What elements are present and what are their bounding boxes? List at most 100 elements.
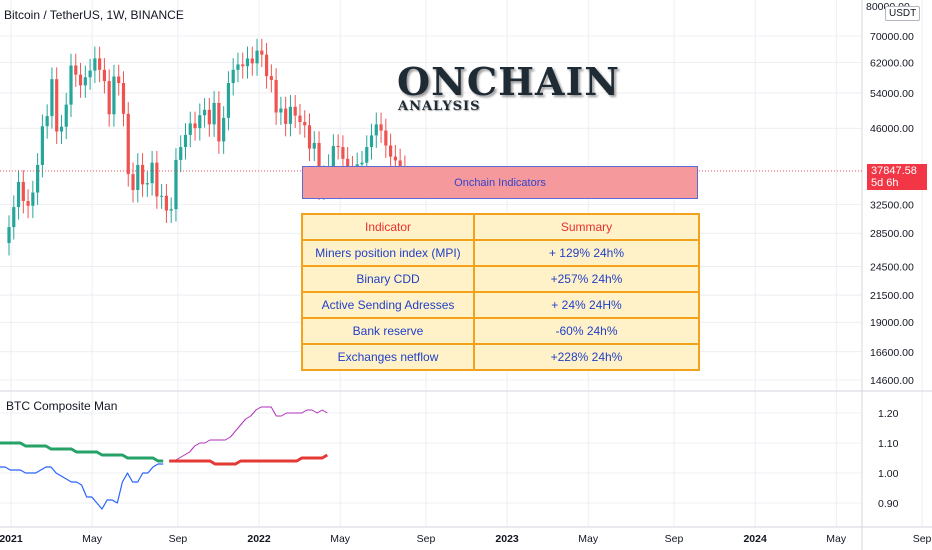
row-summary: +228% 24h% [473, 343, 700, 371]
candle-body [98, 58, 102, 70]
time-tick-label: 2024 [743, 533, 767, 545]
candle-body [93, 58, 97, 71]
candle-body [288, 106, 293, 124]
price-tick-label: 14600.00 [870, 375, 914, 387]
candle-body [284, 108, 288, 124]
time-tick-label: 2023 [495, 533, 519, 545]
candle-body [36, 164, 40, 193]
candle-body [55, 79, 59, 132]
candle-body [217, 102, 221, 142]
table-header-row: Indicator Summary [301, 213, 700, 241]
time-tick-label: May [578, 533, 599, 545]
candle-body [269, 76, 273, 80]
time-tick-label: Sep [169, 533, 188, 545]
row-summary: +257% 24h% [473, 265, 700, 293]
candle-body [50, 79, 54, 117]
candle-body [198, 115, 202, 129]
analysis-subtitle: ANALYSIS [398, 99, 481, 114]
time-tick-label: 2021 [0, 533, 23, 545]
candle-body [117, 76, 121, 84]
candle-body [202, 109, 207, 116]
candle-body [298, 115, 302, 123]
composite-line-red [169, 453, 329, 466]
time-tick-label: Sep [417, 533, 436, 545]
table-row: Miners position index (MPI) + 129% 24h% [301, 239, 700, 267]
candle-body [236, 64, 240, 70]
candle-body [222, 117, 226, 142]
candle-body [174, 159, 178, 210]
candle-body [264, 54, 269, 77]
candle-body [365, 147, 369, 163]
indicator-table: Indicator Summary Miners position index … [301, 213, 700, 371]
candle-body [374, 124, 378, 136]
symbol-title: Bitcoin / TetherUS, 1W, BINANCE [4, 8, 184, 22]
candle-body [346, 158, 350, 168]
currency-button[interactable]: USDT [885, 6, 921, 21]
candle-body [317, 142, 321, 188]
candle-body [7, 227, 11, 244]
candle-body [260, 50, 264, 55]
candle-body [255, 50, 259, 64]
row-indicator: Exchanges netflow [301, 343, 475, 371]
price-tick-label: 24500.00 [870, 261, 914, 273]
row-indicator: Bank reserve [301, 317, 475, 345]
candle-body [293, 106, 297, 116]
time-tick-label: Sep [665, 533, 684, 545]
candle-body [64, 104, 68, 127]
candle-body [279, 108, 283, 113]
candle-body [160, 195, 164, 197]
candle-body [145, 183, 149, 185]
price-tick-label: 28500.00 [870, 228, 914, 240]
price-tick-label: 32500.00 [870, 199, 914, 211]
table-row: Binary CDD +257% 24h% [301, 265, 700, 293]
candle-body [250, 58, 254, 64]
composite-lines [0, 406, 329, 510]
candle-body [121, 83, 126, 114]
indicator-tick-label: 1.00 [878, 468, 899, 480]
time-tick-label: 2022 [247, 533, 271, 545]
price-tick-label: 19000.00 [870, 317, 914, 329]
candle-body [83, 77, 87, 86]
candle-body [74, 65, 78, 75]
candle-body [112, 76, 116, 115]
candle-body [179, 147, 183, 160]
last-price-badge: 37847.58 5d 6h [867, 164, 927, 190]
indicator-tick-label: 1.20 [878, 408, 899, 420]
candle-body [207, 109, 211, 125]
row-summary: + 129% 24h% [473, 239, 700, 267]
time-tick-label: May [826, 533, 847, 545]
table-row: Active Sending Adresses + 24% 24H% [301, 291, 700, 319]
onchain-indicators-label: Onchain Indicators [454, 176, 546, 189]
candle-body [188, 123, 192, 135]
candle-body [126, 113, 130, 175]
indicator-pane-title: BTC Composite Man [6, 399, 118, 413]
price-tick-label: 46000.00 [870, 123, 914, 135]
bar-countdown: 5d 6h [871, 177, 899, 189]
candle-body [40, 126, 44, 165]
candle-body [336, 146, 340, 148]
row-summary: + 24% 24H% [473, 291, 700, 319]
candle-body [312, 142, 316, 149]
table-row: Bank reserve -60% 24h% [301, 317, 700, 345]
header-summary: Summary [473, 213, 700, 241]
candle-body [131, 174, 135, 191]
candle-body [21, 181, 25, 202]
candle-body [78, 74, 83, 86]
candle-body [102, 69, 106, 82]
candle-body [140, 164, 145, 185]
candle-body [59, 126, 64, 132]
candle-body [341, 147, 345, 159]
candle-body [150, 162, 154, 184]
candle-body [389, 145, 393, 157]
candle-body [31, 192, 35, 206]
table-row: Exchanges netflow +228% 24h% [301, 343, 700, 371]
price-tick-label: 16600.00 [870, 347, 914, 359]
header-indicator: Indicator [301, 213, 475, 241]
candle-body [231, 69, 235, 84]
candle-body [136, 164, 140, 191]
indicator-tick-label: 1.10 [878, 438, 899, 450]
candle-body [164, 195, 169, 211]
composite-line-purple [169, 406, 328, 462]
candle-body [274, 79, 278, 113]
candle-body [155, 162, 159, 197]
